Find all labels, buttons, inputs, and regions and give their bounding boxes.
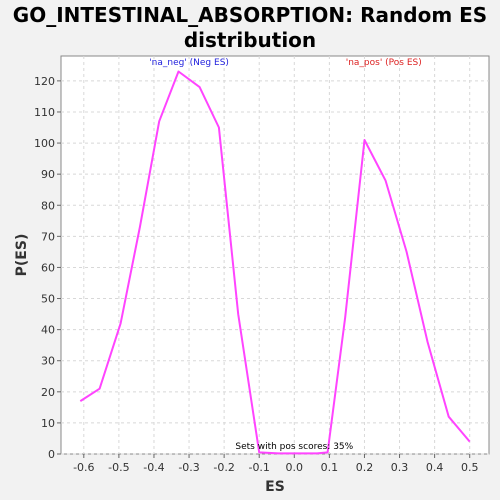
y-tick-label: 100	[34, 137, 55, 150]
series-layer	[79, 70, 471, 455]
x-tick-label: 0.0	[286, 461, 304, 474]
x-axis-label: ES	[265, 479, 285, 495]
footnote: Sets with pos scores: 35%	[235, 442, 353, 452]
x-tick-label: 0.4	[426, 461, 444, 474]
annotation-label: 'na_neg' (Neg ES)	[149, 58, 229, 68]
x-tick-label: -0.3	[178, 461, 199, 474]
annotations: 'na_neg' (Neg ES) 'na_pos' (Pos ES) Sets w…	[149, 58, 422, 452]
x-tick-label: -0.1	[248, 461, 269, 474]
x-tick-label: 0.3	[391, 461, 409, 474]
y-tick-label: 60	[41, 261, 55, 274]
annotation-label: 'na_pos' (Pos ES)	[346, 58, 422, 68]
y-tick-label: 20	[41, 386, 55, 399]
x-tick-label: 0.5	[461, 461, 479, 474]
x-tick-label: -0.2	[213, 461, 234, 474]
plot-area	[60, 55, 490, 455]
y-axis-label: P(ES)	[14, 234, 30, 277]
axes: 0 10 20 30 40 50 60 70 80 90 100 110 120 -0.6 -0.5 -0.4…	[34, 75, 478, 474]
x-tick-label: -0.5	[108, 461, 129, 474]
chart-title-line-1: GO_INTESTINAL_ABSORPTION: Random ES	[13, 3, 487, 27]
y-tick-label: 110	[34, 106, 55, 119]
y-tick-label: 0	[48, 448, 55, 461]
y-tick-label: 40	[41, 324, 55, 337]
grid	[61, 56, 489, 455]
y-tick-label: 10	[41, 417, 55, 430]
x-tick-label: -0.6	[73, 461, 94, 474]
x-tick-label: -0.4	[143, 461, 164, 474]
y-tick-label: 90	[41, 168, 55, 181]
x-tick-label: 0.1	[321, 461, 339, 474]
series-line	[79, 70, 471, 455]
y-tick-label: 50	[41, 293, 55, 306]
x-tick-label: 0.2	[356, 461, 374, 474]
y-tick-label: 70	[41, 230, 55, 243]
y-tick-label: 120	[34, 75, 55, 88]
y-tick-label: 30	[41, 355, 55, 368]
y-tick-label: 80	[41, 199, 55, 212]
chart-title-line-2: distribution	[184, 28, 316, 52]
